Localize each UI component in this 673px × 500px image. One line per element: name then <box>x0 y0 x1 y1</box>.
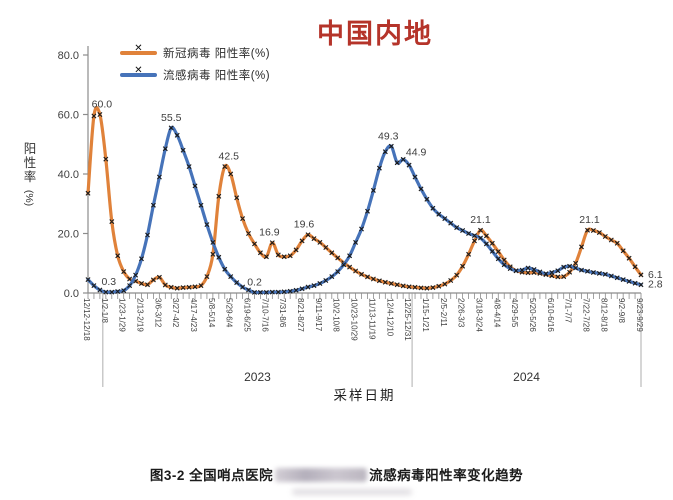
svg-text:3/27-4/2: 3/27-4/2 <box>171 298 180 328</box>
svg-text:2/13-2/19: 2/13-2/19 <box>136 298 145 332</box>
svg-text:(%): (%) <box>23 190 35 206</box>
svg-text:7/1-7/7: 7/1-7/7 <box>564 298 573 323</box>
svg-text:16.9: 16.9 <box>259 227 280 239</box>
svg-text:10/23-10/29: 10/23-10/29 <box>350 298 359 341</box>
covid-series-line <box>85 106 644 291</box>
svg-text:21.1: 21.1 <box>579 214 600 226</box>
svg-text:9/23-9/29: 9/23-9/29 <box>635 298 644 332</box>
x-marker-icon: ✕ <box>134 43 143 54</box>
svg-text:2/5-2/11: 2/5-2/11 <box>439 298 448 327</box>
svg-text:80.0: 80.0 <box>58 50 79 62</box>
svg-text:3/18-3/24: 3/18-3/24 <box>474 298 483 332</box>
svg-text:1/2-1/8: 1/2-1/8 <box>100 298 109 323</box>
svg-text:49.3: 49.3 <box>378 130 399 142</box>
svg-text:19.6: 19.6 <box>294 219 315 231</box>
y-axis-title: 阳性率 (%) <box>23 142 36 206</box>
redacted-text-blur <box>275 468 368 482</box>
svg-text:55.5: 55.5 <box>161 112 182 124</box>
svg-text:6.1: 6.1 <box>648 269 663 281</box>
chart-canvas: 0.0 20.0 40.0 60.0 80.0 阳性率 (%) 12/12-12/18 1/2-… <box>23 46 663 403</box>
caption-smudge <box>292 489 412 495</box>
svg-text:20.0: 20.0 <box>58 229 79 241</box>
svg-text:5/20-5/26: 5/20-5/26 <box>528 298 537 332</box>
svg-text:5/29-6/4: 5/29-6/4 <box>225 298 234 328</box>
svg-text:3/6-3/12: 3/6-3/12 <box>153 298 162 328</box>
flu-series-markers <box>85 125 644 295</box>
year-axis: 2023 2024 <box>102 293 642 387</box>
x-axis-ticks <box>87 293 642 299</box>
svg-text:60.0: 60.0 <box>58 110 79 122</box>
x-axis-title: 采样日期 <box>334 388 396 403</box>
svg-text:4/29-5/5: 4/29-5/5 <box>510 298 519 328</box>
svg-text:2.8: 2.8 <box>648 279 663 291</box>
svg-text:1/23-1/29: 1/23-1/29 <box>118 298 127 332</box>
svg-text:1/15-1/21: 1/15-1/21 <box>421 298 430 332</box>
svg-text:8/21-8/27: 8/21-8/27 <box>296 298 305 332</box>
caption-prefix: 图3-2 全国哨点医院 <box>149 468 274 483</box>
svg-text:性: 性 <box>24 156 37 170</box>
svg-text:8/12-8/18: 8/12-8/18 <box>599 298 608 332</box>
covid-line-swatch: ✕ <box>120 44 157 55</box>
svg-text:21.1: 21.1 <box>470 214 491 226</box>
axes <box>87 46 641 294</box>
svg-text:7/31-8/6: 7/31-8/6 <box>278 298 287 328</box>
svg-text:6/19-6/25: 6/19-6/25 <box>243 298 252 332</box>
svg-text:7/10-7/16: 7/10-7/16 <box>260 298 269 332</box>
svg-text:12/12-12/18: 12/12-12/18 <box>82 298 91 341</box>
svg-text:9/11-9/17: 9/11-9/17 <box>314 298 323 332</box>
svg-text:42.5: 42.5 <box>219 151 240 163</box>
flu-line-swatch: ✕ <box>120 66 157 77</box>
svg-text:9/2-9/8: 9/2-9/8 <box>617 298 626 323</box>
legend: ✕ 新冠病毒 阳性率(%) ✕ 流感病毒 阳性率(%) <box>120 42 270 86</box>
y-axis-ticks: 0.0 20.0 40.0 60.0 80.0 <box>58 50 88 300</box>
flu-series-line <box>85 125 644 295</box>
svg-text:12/4-12/10: 12/4-12/10 <box>385 298 394 337</box>
svg-text:率: 率 <box>24 169 37 184</box>
svg-text:2/26-3/3: 2/26-3/3 <box>457 298 466 328</box>
legend-label-flu: 流感病毒 阳性率(%) <box>163 70 271 82</box>
svg-text:44.9: 44.9 <box>406 146 427 158</box>
figure-caption: 图3-2 全国哨点医院 流感病毒阳性率变化趋势 <box>0 464 673 484</box>
legend-label-covid: 新冠病毒 阳性率(%) <box>163 48 271 60</box>
svg-text:6/10-6/16: 6/10-6/16 <box>546 298 555 332</box>
svg-text:11/13-11/19: 11/13-11/19 <box>367 298 376 340</box>
svg-text:阳: 阳 <box>24 142 37 156</box>
x-tick-labels: 12/12-12/18 1/2-1/8 1/23-1/29 2/13-2/19 3/6-… <box>82 298 644 341</box>
legend-item-flu: ✕ 流感病毒 阳性率(%) <box>120 64 270 86</box>
svg-text:2024: 2024 <box>513 370 540 384</box>
svg-text:5/8-5/14: 5/8-5/14 <box>207 298 216 328</box>
svg-text:10/2-10/8: 10/2-10/8 <box>332 298 341 332</box>
svg-text:40.0: 40.0 <box>58 169 79 181</box>
svg-text:2023: 2023 <box>244 370 271 384</box>
caption-suffix: 流感病毒阳性率变化趋势 <box>369 468 524 483</box>
svg-text:采样日期: 采样日期 <box>334 388 396 403</box>
data-labels: 60.0 0.3 55.5 42.5 0.2 16.9 19.6 49.3 44.9 21.1 21… <box>92 99 663 291</box>
svg-text:7/22-7/28: 7/22-7/28 <box>581 298 590 332</box>
x-marker-icon: ✕ <box>134 65 143 76</box>
chart-title: 中国内地 <box>317 19 433 49</box>
svg-text:60.0: 60.0 <box>92 99 113 111</box>
svg-text:4/8-4/14: 4/8-4/14 <box>492 298 501 328</box>
legend-item-covid: ✕ 新冠病毒 阳性率(%) <box>120 42 270 64</box>
svg-text:0.2: 0.2 <box>247 276 262 288</box>
svg-text:4/17-4/23: 4/17-4/23 <box>189 298 198 332</box>
svg-text:12/25-12/31: 12/25-12/31 <box>403 298 412 341</box>
covid-series-markers <box>85 112 644 291</box>
svg-text:0.3: 0.3 <box>102 276 117 288</box>
svg-text:0.0: 0.0 <box>64 288 79 300</box>
